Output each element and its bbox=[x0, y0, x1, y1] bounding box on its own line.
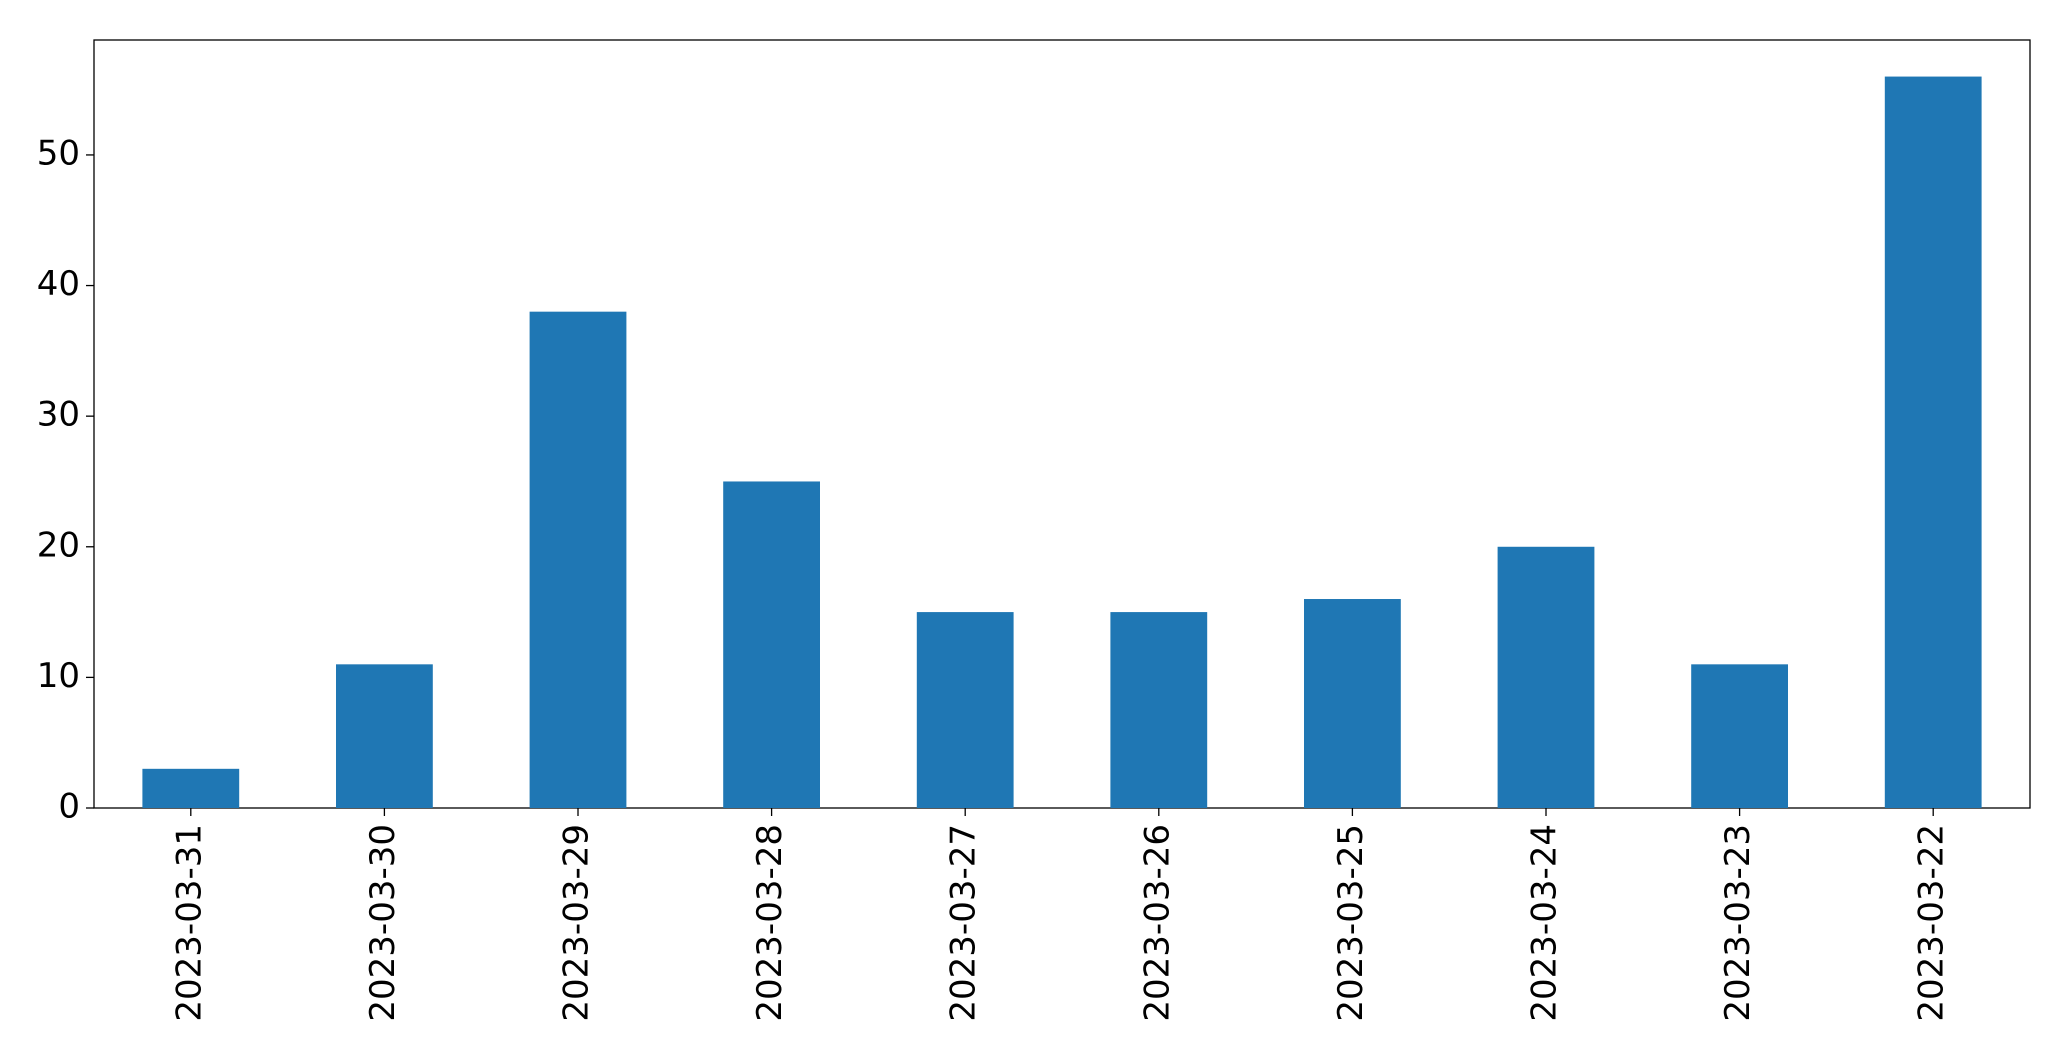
x-tick-label: 2023-03-30 bbox=[363, 824, 403, 1022]
bar bbox=[916, 612, 1014, 808]
y-tick-label: 20 bbox=[37, 525, 80, 565]
bar bbox=[723, 481, 820, 808]
bar bbox=[1110, 612, 1208, 808]
bar bbox=[1304, 599, 1401, 808]
bar bbox=[336, 664, 433, 808]
bar bbox=[1884, 76, 1982, 809]
plot-frame bbox=[93, 39, 2031, 809]
x-tick-label: 2023-03-22 bbox=[1912, 824, 1952, 1022]
y-tick-label: 10 bbox=[37, 656, 80, 696]
y-tick-label: 50 bbox=[37, 133, 80, 173]
y-tick-label: 40 bbox=[37, 264, 80, 304]
x-tick-label: 2023-03-31 bbox=[169, 824, 209, 1022]
bar bbox=[1691, 664, 1788, 808]
x-tick-label: 2023-03-23 bbox=[1718, 824, 1758, 1022]
x-tick-label: 2023-03-24 bbox=[1525, 824, 1565, 1022]
bar bbox=[142, 768, 240, 808]
y-tick-label: 0 bbox=[58, 787, 80, 827]
x-tick-label: 2023-03-27 bbox=[944, 824, 984, 1022]
x-tick-label: 2023-03-29 bbox=[557, 824, 597, 1022]
x-tick-label: 2023-03-26 bbox=[1137, 824, 1177, 1022]
bar bbox=[1497, 546, 1595, 808]
bar bbox=[529, 311, 627, 808]
x-tick-label: 2023-03-28 bbox=[750, 824, 790, 1022]
x-tick-label: 2023-03-25 bbox=[1331, 824, 1371, 1022]
y-tick-label: 30 bbox=[37, 395, 80, 435]
